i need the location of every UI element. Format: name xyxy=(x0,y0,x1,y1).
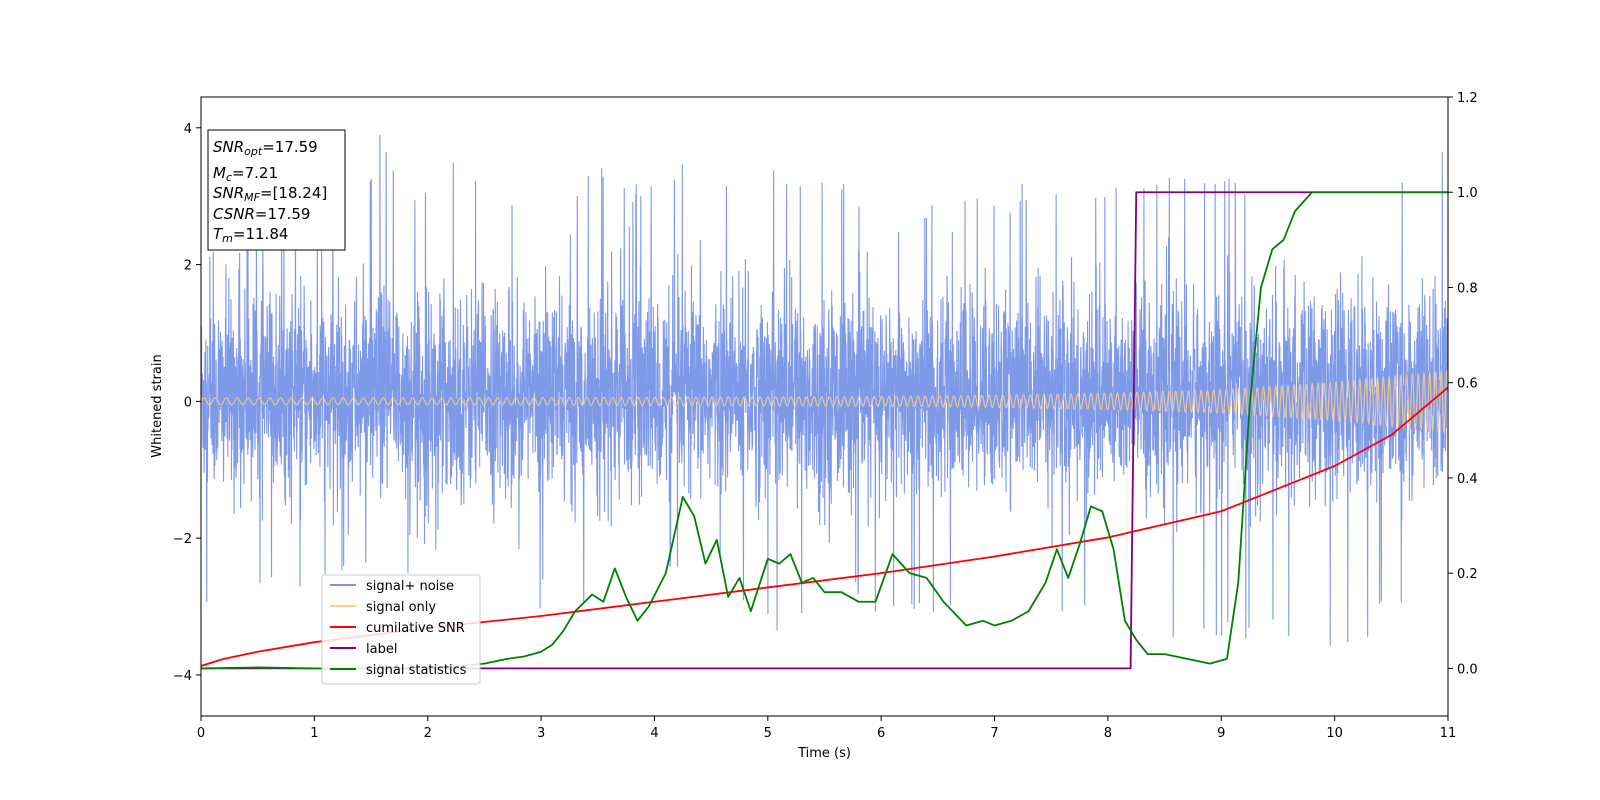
y2-tick-label: 0.8 xyxy=(1457,281,1478,296)
y2-tick-label: 0.6 xyxy=(1457,377,1478,392)
legend-item-signal-statistics: signal statistics xyxy=(330,663,467,678)
x-tick-label: 4 xyxy=(650,726,658,741)
legend-label: signal statistics xyxy=(366,663,467,678)
info-box: SNRopt=17.59 Mc=7.21 SNRMF=[18.24] CSNR=… xyxy=(207,129,346,251)
x-tick-label: 3 xyxy=(537,726,545,741)
x-tick-label: 11 xyxy=(1440,726,1457,741)
x-axis: 0 1 2 3 4 5 6 7 8 9 10 11 xyxy=(197,716,1456,741)
legend-item-signal-only: signal only xyxy=(330,600,436,615)
info-snr-mf: SNRMF=[18.24] xyxy=(213,184,327,204)
y-tick-label: 0 xyxy=(184,395,192,410)
signal-statistics-line xyxy=(201,191,1448,670)
label-series xyxy=(201,191,1448,670)
y-tick-label: 2 xyxy=(184,259,192,274)
y-axis-right: 0.0 0.2 0.4 0.6 0.8 1.0 1.2 xyxy=(1448,91,1478,677)
y-tick-label: 4 xyxy=(184,122,192,137)
legend: signal+ noise signal only cumilative SNR… xyxy=(321,574,481,685)
x-tick-label: 1 xyxy=(310,726,318,741)
info-csnr: CSNR=17.59 xyxy=(213,205,310,223)
signal-only-line xyxy=(201,369,1448,434)
y-tick-label: −2 xyxy=(173,532,192,547)
legend-item-label: label xyxy=(330,642,397,657)
x-tick-label: 6 xyxy=(877,726,885,741)
label-line xyxy=(201,191,1448,670)
legend-label: cumilative SNR xyxy=(366,621,465,636)
y-axis-label: Whitened strain xyxy=(150,354,165,457)
x-axis-label: Time (s) xyxy=(797,746,851,761)
legend-item-cumulative-snr: cumilative SNR xyxy=(330,621,465,636)
x-tick-label: 7 xyxy=(990,726,998,741)
cumulative-snr-series xyxy=(201,386,1448,667)
legend-label: label xyxy=(366,642,397,657)
y-tick-label: −4 xyxy=(173,669,192,684)
info-snr-opt: SNRopt=17.59 xyxy=(213,138,318,158)
y2-tick-label: 1.2 xyxy=(1457,91,1478,106)
legend-label: signal+ noise xyxy=(366,579,454,594)
y2-tick-label: 0.2 xyxy=(1457,567,1478,582)
legend-item-signal-noise: signal+ noise xyxy=(330,579,454,594)
plot-frame xyxy=(200,96,1449,717)
x-tick-label: 10 xyxy=(1326,726,1343,741)
x-tick-label: 8 xyxy=(1104,726,1112,741)
signal-only-series xyxy=(201,369,1448,434)
signal-plus-noise-line xyxy=(201,134,1448,646)
y2-tick-label: 1.0 xyxy=(1457,186,1478,201)
y2-tick-label: 0.4 xyxy=(1457,472,1478,487)
signal-statistics-series xyxy=(201,191,1448,670)
y-axis-left: −4 −2 0 2 4 xyxy=(173,122,201,684)
x-tick-label: 0 xyxy=(197,726,205,741)
x-tick-label: 2 xyxy=(424,726,432,741)
legend-label: signal only xyxy=(366,600,436,615)
x-tick-label: 5 xyxy=(764,726,772,741)
info-tm: Tm=11.84 xyxy=(213,225,288,245)
cumulative-snr-line xyxy=(201,386,1448,667)
x-tick-label: 9 xyxy=(1217,726,1225,741)
signal-plus-noise-series xyxy=(201,134,1448,646)
y2-tick-label: 0.0 xyxy=(1457,662,1478,677)
info-mc: Mc=7.21 xyxy=(213,164,278,184)
